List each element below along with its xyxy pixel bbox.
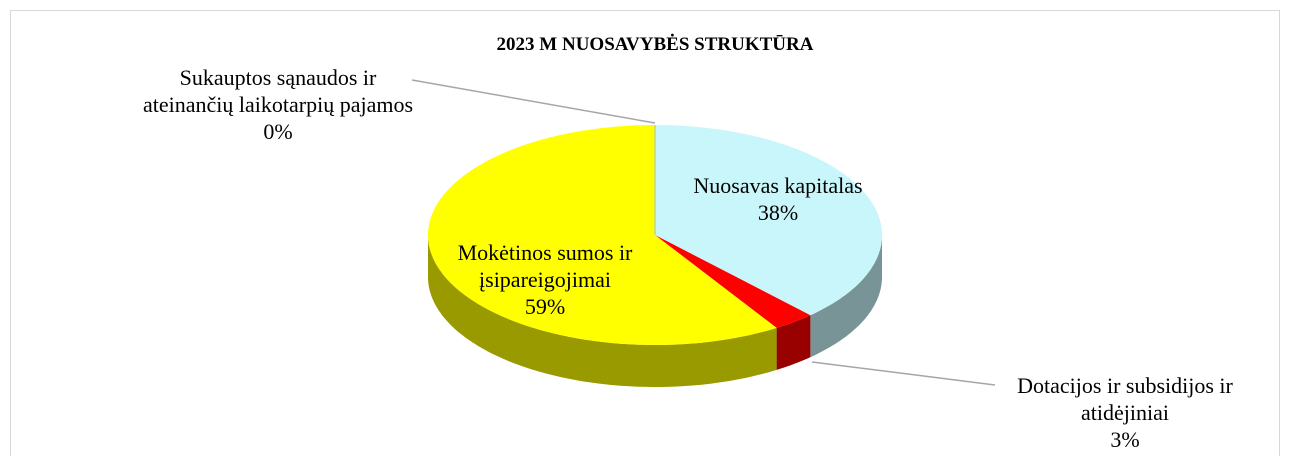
slice-label: Nuosavas kapitalas 38% <box>658 172 898 226</box>
value-label: 3% <box>1110 427 1140 452</box>
slice-label: Sukauptos sąnaudos ir ateinančių laikota… <box>143 64 413 145</box>
category-label: Dotacijos ir subsidijos ir atidėjiniai <box>1017 373 1233 425</box>
slice <box>655 235 811 328</box>
leader-line <box>411 79 656 124</box>
slice-side <box>428 235 777 387</box>
slice <box>655 125 882 316</box>
chart-border <box>10 10 1280 456</box>
slice-label: Dotacijos ir subsidijos ir atidėjiniai 3% <box>998 372 1253 453</box>
value-label: 38% <box>757 200 799 225</box>
slice-side <box>810 235 882 358</box>
slice <box>428 125 777 345</box>
slice-side <box>776 315 811 370</box>
value-label: 0% <box>263 119 293 144</box>
value-label: 59% <box>524 294 566 319</box>
chart-title: 2023 M NUOSAVYBĖS STRUKTŪRA <box>496 34 814 55</box>
slice-label: Mokėtinos sumos ir įsipareigojimai 59% <box>440 239 650 320</box>
category-label: Sukauptos sąnaudos ir ateinančių laikota… <box>143 65 414 117</box>
category-label: Mokėtinos sumos ir įsipareigojimai <box>457 240 633 292</box>
category-label: Nuosavas kapitalas <box>693 173 863 198</box>
leader-line <box>811 361 996 386</box>
pie <box>428 125 882 387</box>
